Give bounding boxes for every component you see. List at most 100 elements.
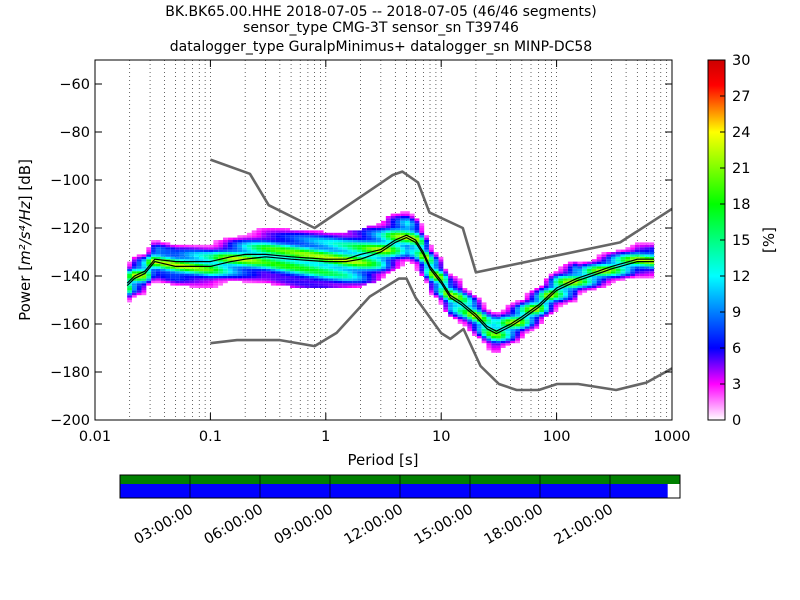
heatmap-cell (256, 276, 262, 279)
y-axis-ticks: −200−180−160−140−120−100−80−60 (50, 77, 672, 429)
heatmap-cell (400, 223, 406, 226)
heatmap-cell (376, 278, 382, 281)
heatmap-cell (189, 249, 195, 252)
heatmap-cell (419, 268, 425, 272)
heatmap-cell (218, 249, 223, 252)
heatmap-cell (352, 249, 358, 252)
heatmap-cell (213, 249, 219, 252)
heatmap-cell (481, 312, 487, 315)
heatmap-cell (539, 307, 544, 310)
heatmap-cell (366, 244, 372, 248)
heatmap-cell (323, 268, 329, 272)
heatmap-cell (548, 283, 554, 286)
heatmap-cell (294, 242, 300, 245)
chart-title-line-2: sensor_type CMG-3T sensor_sn T39746 (243, 20, 519, 36)
heatmap-cell (246, 240, 252, 243)
heatmap-cell (304, 249, 310, 252)
heatmap-cell (601, 254, 607, 257)
heatmap-cell (251, 249, 257, 252)
heatmap-cell (376, 240, 382, 243)
heatmap-cell (534, 312, 540, 315)
heatmap-cell (553, 271, 559, 274)
heatmap-cell (630, 268, 635, 272)
heatmap-cell (457, 304, 463, 308)
heatmap-cell (596, 276, 602, 279)
heatmap-cell (611, 266, 616, 269)
heatmap-cell (337, 235, 343, 238)
heatmap-cell (558, 273, 564, 276)
heatmap-cell (213, 276, 219, 279)
heatmap-cell (270, 259, 276, 262)
y-tick-label: −180 (50, 365, 90, 381)
heatmap-cell (433, 268, 439, 272)
heatmap-cell (390, 249, 396, 252)
heatmap-cell (318, 280, 324, 284)
heatmap-cell (323, 261, 329, 264)
heatmap-cell (347, 280, 353, 284)
heatmap-cell (352, 242, 358, 245)
heatmap-cell (222, 247, 228, 250)
heatmap-cell (553, 276, 559, 279)
heatmap-cell (630, 249, 635, 252)
heatmap-cell (409, 220, 415, 224)
heatmap-cell (371, 254, 377, 257)
heatmap-cell (371, 244, 377, 248)
heatmap-cell (256, 254, 262, 257)
heatmap-cell (519, 324, 525, 327)
heatmap-cell (361, 249, 367, 252)
heatmap-cell (261, 230, 267, 233)
heatmap-cell (251, 237, 257, 240)
heatmap-cell (529, 314, 535, 317)
heatmap-cell (342, 259, 348, 262)
heatmap-cell (385, 242, 391, 245)
heatmap-cell (452, 276, 458, 279)
heatmap-cell (534, 297, 540, 300)
heatmap-cell (333, 256, 338, 260)
heatmap-cell (328, 247, 334, 250)
heatmap-cell (390, 264, 396, 267)
heatmap-cell (131, 271, 137, 274)
heatmap-cell (275, 252, 281, 255)
heatmap-cell (227, 254, 233, 257)
heatmap-cell (294, 244, 300, 248)
heatmap-cell (548, 285, 554, 288)
heatmap-cell (352, 283, 358, 286)
heatmap-cell (524, 326, 530, 329)
heatmap-cell (275, 230, 281, 233)
heatmap-cell (160, 280, 166, 284)
heatmap-cell (323, 283, 329, 286)
heatmap-cell (524, 295, 530, 298)
heatmap-cell (476, 326, 482, 329)
heatmap-cell (572, 273, 578, 276)
heatmap-cell (567, 266, 573, 269)
heatmap-cell (405, 244, 410, 248)
heatmap-cell (534, 321, 540, 324)
heatmap-cell (347, 268, 353, 272)
x-tick-label: 10 (432, 429, 450, 445)
colorbar-tick-label: 21 (732, 161, 750, 177)
heatmap-cell (294, 271, 300, 274)
heatmap-cell (256, 278, 262, 281)
heatmap-cell (582, 290, 588, 293)
heatmap-cell (227, 249, 233, 252)
heatmap-cell (213, 244, 219, 248)
heatmap-cell (448, 309, 453, 312)
heatmap-cell (596, 271, 602, 274)
heatmap-cell (141, 285, 147, 288)
heatmap-cell (543, 309, 549, 312)
heatmap-cell (539, 295, 544, 298)
heatmap-cell (213, 242, 219, 245)
heatmap-cell (170, 268, 176, 272)
heatmap-cell (457, 314, 463, 317)
heatmap-cell (587, 278, 592, 281)
heatmap-cell (165, 244, 171, 248)
heatmap-cell (467, 295, 473, 298)
heatmap-cell (357, 254, 362, 257)
heatmap-cell (433, 292, 439, 296)
heatmap-cell (424, 242, 429, 245)
heatmap-cell (280, 232, 286, 236)
heatmap-cell (438, 264, 444, 267)
heatmap-cell (313, 266, 319, 269)
heatmap-cell (630, 252, 635, 255)
heatmap-cell (539, 316, 544, 320)
